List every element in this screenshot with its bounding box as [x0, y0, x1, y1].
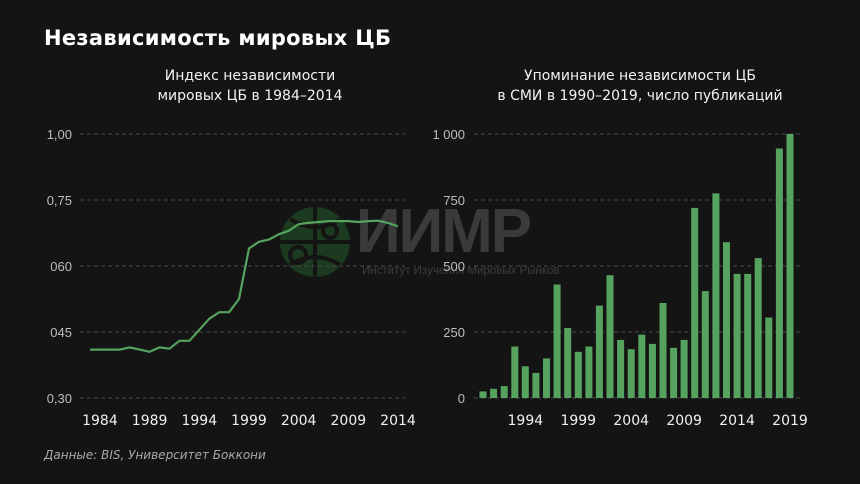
bar-chart-x-tick: 2004	[613, 413, 649, 429]
line-chart-x-tick: 1994	[181, 413, 217, 429]
bar-chart-bar	[574, 351, 582, 398]
bar-chart-bar	[595, 305, 603, 398]
bar-chart-bar	[691, 207, 699, 398]
bar-chart-bar	[617, 339, 625, 398]
bar-chart-bar	[479, 391, 487, 398]
bar-chart-y-tick: 250	[443, 325, 465, 340]
line-chart-title-line-2: мировых ЦБ в 1984–2014	[157, 88, 343, 104]
bar-chart-bar	[680, 339, 688, 398]
line-chart-title: Индекс независимости мировых ЦБ в 1984–2…	[100, 66, 400, 106]
bar-chart-y-tick: 1 000	[432, 127, 465, 142]
bar-chart-bar	[775, 148, 783, 398]
bar-chart-y-tick: 750	[443, 193, 465, 208]
bar-chart-bar	[564, 328, 572, 398]
data-source: Данные: BIS, Университет Боккони	[44, 448, 266, 462]
bar-chart-bar	[490, 388, 498, 398]
line-chart-y-tick: 0,75	[47, 193, 72, 208]
line-chart-x-tick: 2014	[380, 413, 416, 429]
bar-chart-title-line-1: Упоминание независимости ЦБ	[524, 68, 756, 84]
watermark-logo-text: ИИМР	[356, 197, 532, 266]
bar-chart-bar	[585, 346, 593, 398]
line-chart-y-tick: 060	[50, 259, 72, 274]
bar-chart-bar	[648, 343, 656, 398]
line-chart-y-tick: 0,30	[47, 391, 72, 406]
bar-chart-bar	[638, 334, 646, 398]
line-chart-x-tick: 2004	[281, 413, 317, 429]
bar-chart-x-tick: 2019	[772, 413, 808, 429]
bar-chart-x-tick: 2009	[666, 413, 702, 429]
bar-chart-bar	[532, 372, 540, 398]
bar-chart-bar	[511, 346, 519, 398]
line-chart-x-tick: 2009	[331, 413, 367, 429]
bar-chart-y-tick: 0	[458, 391, 465, 406]
bar-chart-bar	[723, 242, 730, 398]
bar-chart-y-tick: 500	[443, 259, 465, 274]
bar-chart-bar	[733, 273, 741, 398]
bar-chart-bar	[500, 386, 508, 398]
bar-chart-bar	[786, 134, 794, 398]
bar-chart-bar	[521, 366, 529, 398]
bar-chart-bar	[670, 347, 678, 398]
line-chart-x-tick: 1984	[82, 413, 118, 429]
bar-chart-bar	[659, 303, 667, 398]
bar-chart-x-tick: 2014	[719, 413, 755, 429]
page-title: Независимость мировых ЦБ	[44, 26, 392, 50]
bar-chart-bar	[627, 349, 635, 398]
bar-chart-bar	[543, 358, 550, 398]
bar-chart-bar	[754, 258, 762, 398]
bar-chart-bar	[553, 284, 561, 398]
bar-chart-bar	[712, 193, 720, 398]
line-chart-x-tick: 1999	[231, 413, 267, 429]
line-chart-y-tick: 1,00	[47, 127, 72, 142]
bar-chart-bar	[765, 317, 773, 398]
bar-chart-bar	[744, 273, 752, 398]
line-chart-y-tick: 045	[50, 325, 72, 340]
line-chart-series	[90, 219, 399, 353]
bar-chart-title: Упоминание независимости ЦБ в СМИ в 1990…	[470, 66, 810, 106]
bar-chart-bar	[606, 275, 614, 398]
line-chart-title-line-1: Индекс независимости	[164, 68, 336, 84]
bar-chart-bar	[701, 291, 709, 398]
line-chart-x-tick: 1989	[132, 413, 168, 429]
watermark-subtitle: Институт Изучения Мировых Рынков	[362, 265, 560, 277]
bar-chart-x-tick: 1999	[560, 413, 596, 429]
bar-chart-x-tick: 1994	[508, 413, 544, 429]
bar-chart-title-line-2: в СМИ в 1990–2019, число публикаций	[497, 88, 783, 104]
